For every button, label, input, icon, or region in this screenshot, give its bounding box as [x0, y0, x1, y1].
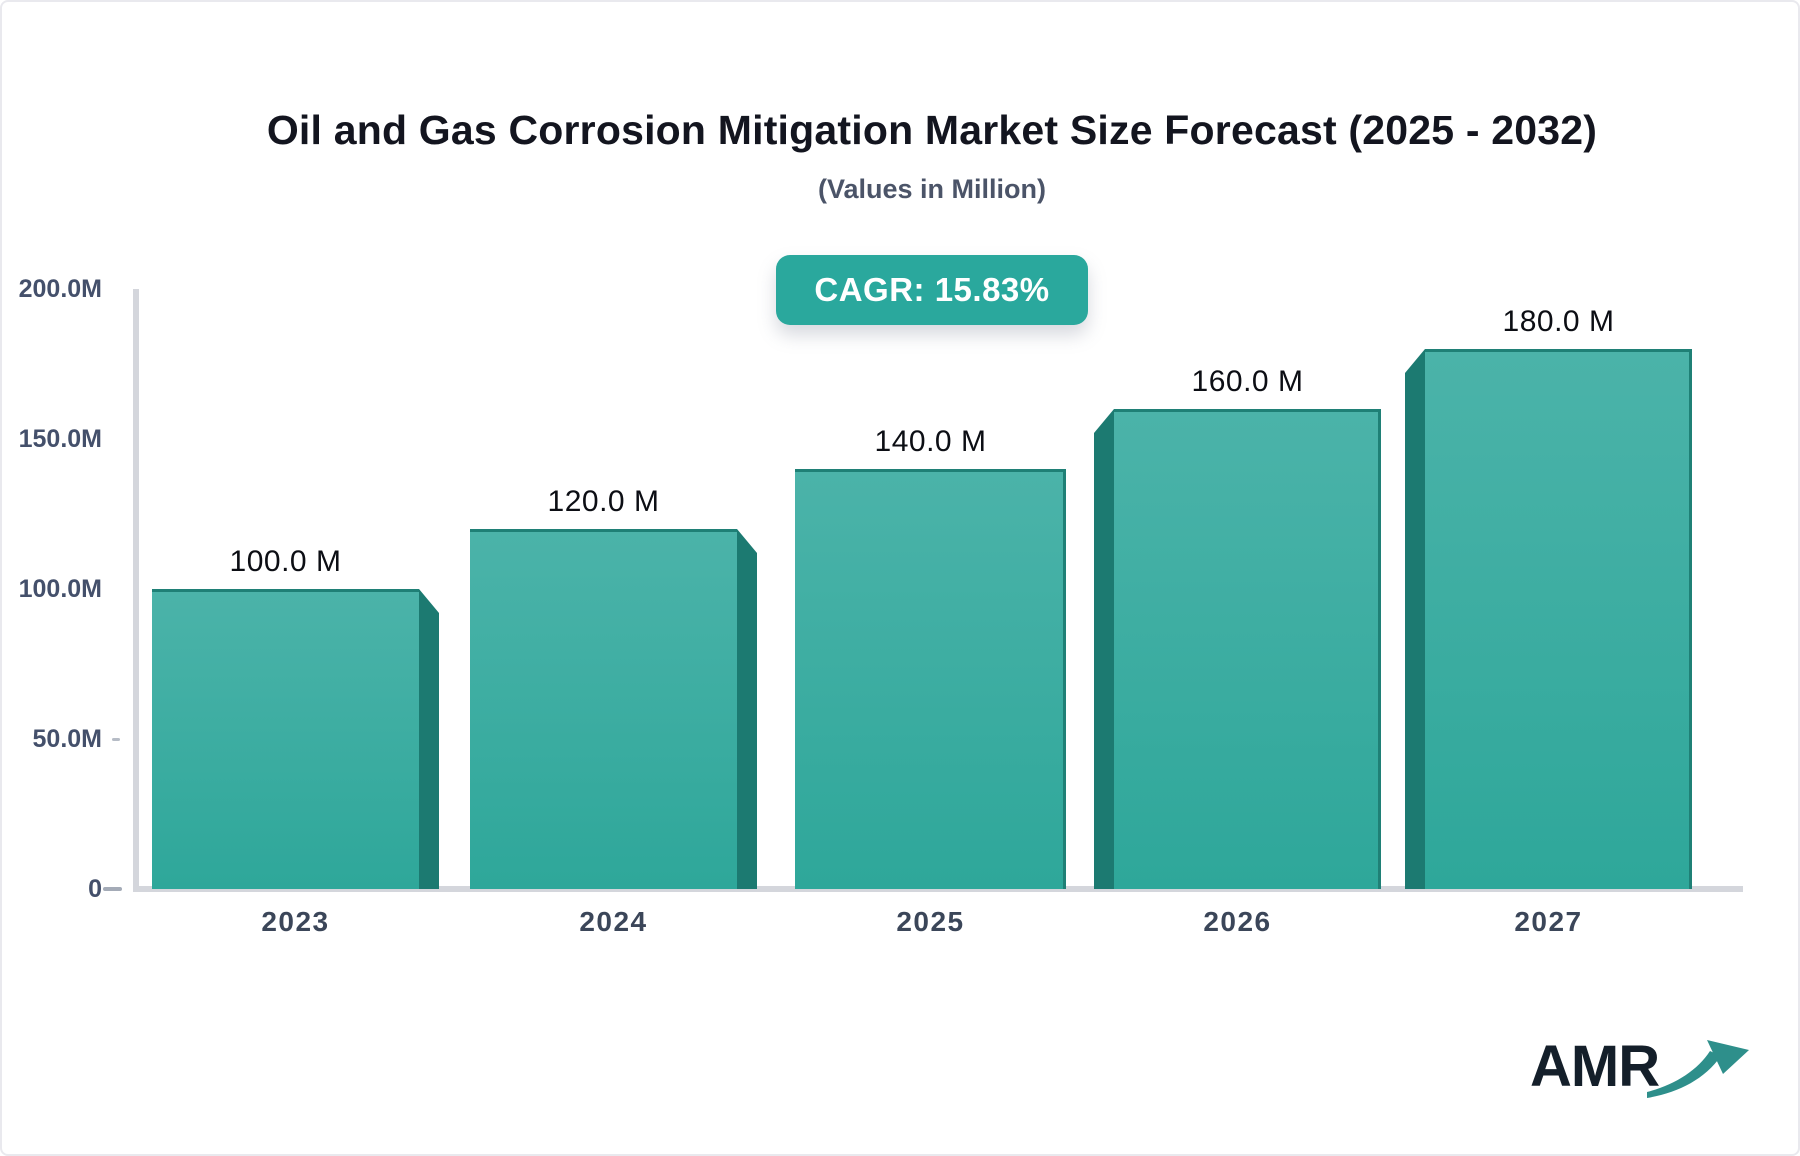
bar-value-label: 100.0 M [229, 545, 342, 578]
y-axis-label: 200.0M [18, 275, 102, 303]
bar-2024[interactable] [470, 529, 737, 889]
x-axis-line [133, 886, 1743, 892]
bar-side-3d [419, 589, 439, 889]
bar-side-3d [1094, 409, 1114, 889]
bar-side-3d [737, 529, 757, 889]
y-axis-label: 50.0M [32, 725, 102, 753]
chart-subtitle: (Values in Million) [817, 174, 1047, 204]
x-axis-label: 2027 [1514, 906, 1583, 937]
bar-2027[interactable] [1425, 349, 1692, 889]
y-axis-tick [112, 738, 120, 741]
cagr-badge: CAGR: 15.83% [776, 255, 1088, 325]
x-axis-label: 2026 [1203, 906, 1272, 937]
x-axis-label: 2023 [261, 906, 330, 937]
bar-value-label: 120.0 M [547, 485, 660, 518]
x-axis-label: 2025 [896, 906, 965, 937]
chart-title: Oil and Gas Corrosion Mitigation Market … [266, 107, 1598, 153]
amr-logo-text: AMR [1530, 1034, 1660, 1099]
amr-logo: AMR [1530, 1036, 1752, 1102]
trend-arrow-icon [1647, 1040, 1750, 1098]
bar-value-label: 160.0 M [1191, 365, 1304, 398]
y-axis-label: 0 [88, 875, 102, 903]
bar-value-label: 140.0 M [874, 425, 987, 458]
bar-2023[interactable] [152, 589, 419, 889]
bar-2026[interactable] [1114, 409, 1381, 889]
cagr-badge-row: CAGR: 15.83% [132, 255, 1732, 325]
x-axis-label: 2024 [579, 906, 648, 937]
bar-side-3d [1405, 349, 1425, 889]
bar-value-label: 180.0 M [1502, 305, 1615, 338]
bar-2025[interactable] [795, 469, 1066, 889]
y-axis-label: 150.0M [18, 425, 102, 453]
y-axis-line [133, 289, 139, 889]
y-axis-label: 100.0M [18, 575, 102, 603]
y-axis-tick [103, 887, 122, 891]
